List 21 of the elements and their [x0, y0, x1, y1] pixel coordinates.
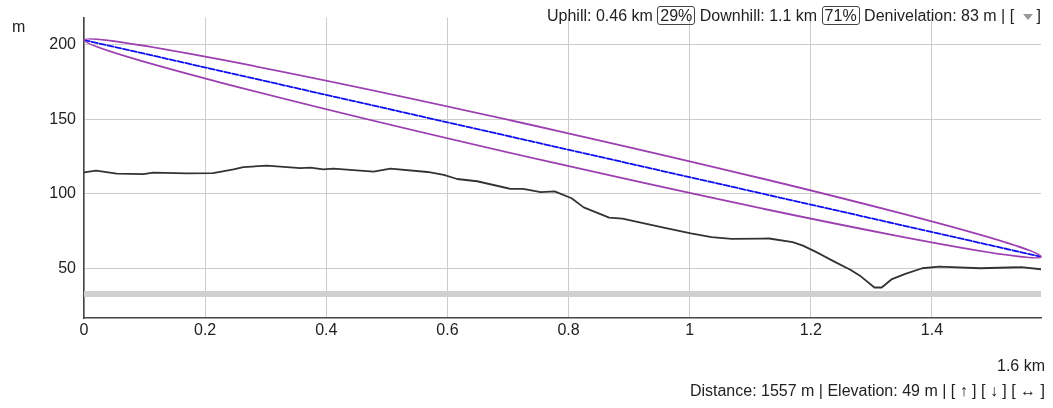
annotation: ]: [1036, 7, 1041, 24]
annotation: Downhill: 1.1 km: [699, 7, 818, 24]
x-tick-label: 0.4: [315, 321, 338, 339]
annotation: 29%: [657, 6, 696, 25]
x-tick-label: 1.4: [920, 321, 944, 339]
annotation: Denivelation: 83 m | [: [864, 7, 1015, 24]
x-tick-label: 0.2: [194, 321, 217, 339]
annotation: 71%: [821, 6, 860, 25]
x-tick-label: 0: [79, 321, 89, 339]
x-axis-title: 1.6 km: [996, 357, 1045, 375]
x-tick-label: 1.2: [799, 321, 823, 339]
y-tick-label: 150: [49, 109, 77, 127]
y-tick-label: 100: [49, 184, 77, 202]
y-axis-title: m: [12, 18, 26, 36]
x-tick-label: 1: [685, 321, 695, 339]
y-tick-label: 200: [49, 34, 77, 52]
text: Distance: 1557 m | Elevation: 49 m | [ ↑ ] [ ↓ ] [ ↔ ]: [689, 382, 1045, 400]
y-tick-label: 50: [58, 259, 77, 277]
annotation: Uphill: 0.46 km: [547, 7, 653, 24]
x-tick-label: 0.6: [436, 321, 459, 339]
x-tick-label: 0.8: [557, 321, 580, 339]
